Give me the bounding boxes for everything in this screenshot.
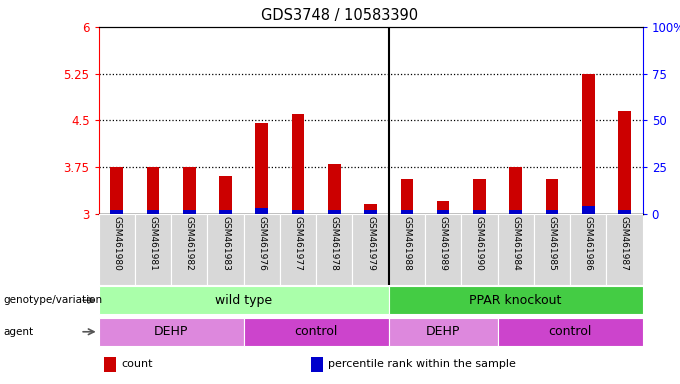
Bar [389, 318, 498, 346]
Bar [401, 179, 413, 214]
Bar [99, 318, 243, 346]
Text: GSM461979: GSM461979 [366, 216, 375, 270]
Bar [243, 318, 389, 346]
Text: count: count [122, 359, 153, 369]
Text: GSM461980: GSM461980 [112, 216, 121, 270]
Bar [437, 201, 449, 214]
Text: wild type: wild type [215, 294, 272, 307]
Bar [110, 167, 123, 214]
Bar [135, 214, 171, 285]
Bar [99, 286, 389, 314]
Bar [473, 210, 486, 214]
Bar [473, 179, 486, 214]
Bar [401, 210, 413, 214]
Text: GSM461982: GSM461982 [185, 216, 194, 270]
Bar [509, 210, 522, 214]
Bar [183, 210, 196, 214]
Bar [461, 214, 498, 285]
Text: GSM461988: GSM461988 [403, 216, 411, 270]
Text: GSM461987: GSM461987 [620, 216, 629, 270]
Bar [292, 114, 305, 214]
Bar [545, 179, 558, 214]
Text: DEHP: DEHP [154, 325, 188, 338]
Text: GSM461978: GSM461978 [330, 216, 339, 270]
Bar [219, 210, 232, 214]
Bar [207, 214, 243, 285]
Text: agent: agent [3, 327, 33, 337]
Bar [292, 210, 305, 214]
Bar [104, 357, 116, 372]
Bar [256, 123, 268, 214]
Bar [352, 214, 389, 285]
Text: GSM461984: GSM461984 [511, 216, 520, 270]
Bar [498, 214, 534, 285]
Text: GSM461985: GSM461985 [547, 216, 556, 270]
Bar [498, 318, 643, 346]
Bar [147, 167, 159, 214]
Bar [389, 214, 425, 285]
Bar [328, 164, 341, 214]
Bar [570, 214, 607, 285]
Bar [425, 214, 461, 285]
Bar [618, 210, 631, 214]
Text: GSM461977: GSM461977 [294, 216, 303, 270]
Bar [171, 214, 207, 285]
Text: DEHP: DEHP [426, 325, 460, 338]
Bar [545, 210, 558, 214]
Text: GSM461983: GSM461983 [221, 216, 230, 270]
Bar [147, 210, 159, 214]
Bar [364, 210, 377, 214]
Text: PPAR knockout: PPAR knockout [469, 294, 562, 307]
Bar [582, 74, 594, 214]
Bar [618, 111, 631, 214]
Bar [99, 214, 135, 285]
Text: control: control [294, 325, 338, 338]
Text: GSM461990: GSM461990 [475, 216, 484, 270]
Bar [311, 357, 323, 372]
Bar [280, 214, 316, 285]
Bar [243, 214, 280, 285]
Text: genotype/variation: genotype/variation [3, 295, 103, 305]
Text: GSM461976: GSM461976 [257, 216, 267, 270]
Bar [509, 167, 522, 214]
Bar [534, 214, 570, 285]
Bar [582, 206, 594, 214]
Text: control: control [548, 325, 592, 338]
Text: GDS3748 / 10583390: GDS3748 / 10583390 [261, 8, 419, 23]
Text: GSM461989: GSM461989 [439, 216, 447, 270]
Bar [316, 214, 352, 285]
Bar [389, 286, 643, 314]
Text: percentile rank within the sample: percentile rank within the sample [328, 359, 516, 369]
Bar [328, 210, 341, 214]
Bar [364, 204, 377, 214]
Bar [183, 167, 196, 214]
Bar [219, 176, 232, 214]
Bar [256, 208, 268, 214]
Bar [437, 210, 449, 214]
Text: GSM461986: GSM461986 [583, 216, 593, 270]
Text: GSM461981: GSM461981 [148, 216, 158, 270]
Bar [607, 214, 643, 285]
Bar [110, 210, 123, 214]
